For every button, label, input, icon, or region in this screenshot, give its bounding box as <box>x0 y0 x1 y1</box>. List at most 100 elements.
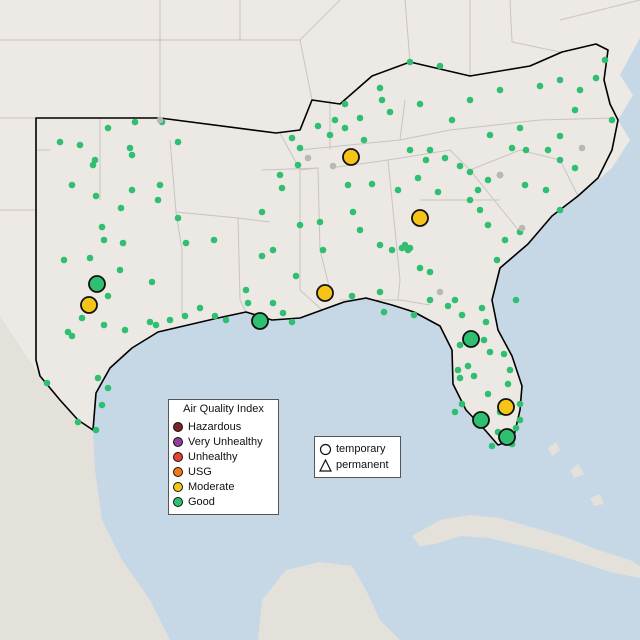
monitor-dot-good[interactable] <box>464 362 472 370</box>
monitor-dot-good[interactable] <box>380 308 388 316</box>
monitor-dot-good[interactable] <box>516 416 524 424</box>
monitor-dot-good[interactable] <box>448 116 456 124</box>
monitor-dot-good[interactable] <box>378 96 386 104</box>
monitor-dot-good[interactable] <box>608 116 616 124</box>
monitor-dot-good[interactable] <box>341 124 349 132</box>
monitor-dot-good[interactable] <box>376 84 384 92</box>
monitor-dot-good[interactable] <box>576 86 584 94</box>
monitor-dot-good[interactable] <box>556 206 564 214</box>
monitor-dot-good[interactable] <box>436 62 444 70</box>
monitor-dot-good[interactable] <box>486 131 494 139</box>
monitor-dot-good[interactable] <box>43 379 51 387</box>
monitor-dot-good[interactable] <box>100 321 108 329</box>
monitor-dot-good[interactable] <box>504 380 512 388</box>
monitor-dot-good[interactable] <box>416 264 424 272</box>
monitor-dot-good[interactable] <box>404 246 412 254</box>
monitor-dot-good[interactable] <box>398 244 406 252</box>
monitor-dot-good[interactable] <box>174 138 182 146</box>
monitor-dot-good[interactable] <box>542 186 550 194</box>
monitor-dot-good[interactable] <box>269 246 277 254</box>
monitor-dot-good[interactable] <box>536 82 544 90</box>
monitor-dot-good[interactable] <box>493 256 501 264</box>
monitor-dot-no-data[interactable] <box>156 116 164 124</box>
monitor-dot-good[interactable] <box>91 156 99 164</box>
monitor-dot-good[interactable] <box>458 400 466 408</box>
monitor-dot-good[interactable] <box>474 186 482 194</box>
monitor-dot-good[interactable] <box>121 326 129 334</box>
monitor-dot-good[interactable] <box>512 296 520 304</box>
monitor-dot-no-data[interactable] <box>436 288 444 296</box>
monitor-dot-good[interactable] <box>386 108 394 116</box>
monitor-marker-good[interactable] <box>251 312 269 330</box>
monitor-dot-good[interactable] <box>416 100 424 108</box>
monitor-dot-good[interactable] <box>258 252 266 260</box>
monitor-dot-good[interactable] <box>556 156 564 164</box>
monitor-dot-good[interactable] <box>484 176 492 184</box>
monitor-dot-good[interactable] <box>480 336 488 344</box>
monitor-dot-good[interactable] <box>376 288 384 296</box>
monitor-dot-good[interactable] <box>486 348 494 356</box>
monitor-dot-good[interactable] <box>56 138 64 146</box>
monitor-dot-good[interactable] <box>456 341 464 349</box>
monitor-dot-good[interactable] <box>182 239 190 247</box>
monitor-marker-good[interactable] <box>472 411 490 429</box>
monitor-dot-good[interactable] <box>356 114 364 122</box>
monitor-dot-good[interactable] <box>152 321 160 329</box>
monitor-dot-good[interactable] <box>314 122 322 130</box>
monitor-dot-good[interactable] <box>482 318 490 326</box>
monitor-dot-good[interactable] <box>222 316 230 324</box>
monitor-dot-good[interactable] <box>211 312 219 320</box>
monitor-dot-good[interactable] <box>341 100 349 108</box>
monitor-dot-good[interactable] <box>210 236 218 244</box>
monitor-dot-good[interactable] <box>104 292 112 300</box>
monitor-dot-no-data[interactable] <box>329 162 337 170</box>
monitor-dot-good[interactable] <box>466 168 474 176</box>
monitor-dot-good[interactable] <box>128 186 136 194</box>
monitor-dot-good[interactable] <box>244 299 252 307</box>
monitor-dot-good[interactable] <box>414 174 422 182</box>
monitor-dot-good[interactable] <box>278 184 286 192</box>
monitor-dot-good[interactable] <box>466 196 474 204</box>
monitor-dot-good[interactable] <box>470 372 478 380</box>
monitor-dot-good[interactable] <box>456 374 464 382</box>
monitor-dot-good[interactable] <box>451 296 459 304</box>
monitor-dot-good[interactable] <box>104 124 112 132</box>
monitor-dot-good[interactable] <box>119 239 127 247</box>
monitor-dot-good[interactable] <box>476 206 484 214</box>
monitor-marker-moderate[interactable] <box>342 148 360 166</box>
monitor-dot-good[interactable] <box>319 246 327 254</box>
monitor-dot-good[interactable] <box>78 314 86 322</box>
monitor-dot-good[interactable] <box>131 118 139 126</box>
monitor-dot-good[interactable] <box>349 208 357 216</box>
monitor-dot-good[interactable] <box>454 366 462 374</box>
monitor-dot-good[interactable] <box>344 181 352 189</box>
monitor-dot-good[interactable] <box>571 164 579 172</box>
monitor-dot-good[interactable] <box>86 254 94 262</box>
monitor-marker-good[interactable] <box>498 428 516 446</box>
monitor-dot-good[interactable] <box>376 241 384 249</box>
monitor-dot-no-data[interactable] <box>304 154 312 162</box>
monitor-marker-moderate[interactable] <box>80 296 98 314</box>
monitor-dot-good[interactable] <box>60 256 68 264</box>
monitor-dot-no-data[interactable] <box>518 224 526 232</box>
monitor-dot-good[interactable] <box>592 74 600 82</box>
monitor-dot-good[interactable] <box>394 186 402 194</box>
monitor-dot-good[interactable] <box>74 418 82 426</box>
monitor-dot-good[interactable] <box>296 221 304 229</box>
monitor-dot-no-data[interactable] <box>578 144 586 152</box>
monitor-dot-good[interactable] <box>146 318 154 326</box>
monitor-dot-good[interactable] <box>360 136 368 144</box>
monitor-dot-good[interactable] <box>458 311 466 319</box>
monitor-dot-good[interactable] <box>94 374 102 382</box>
monitor-dot-good[interactable] <box>422 156 430 164</box>
monitor-dot-good[interactable] <box>426 296 434 304</box>
monitor-dot-good[interactable] <box>117 204 125 212</box>
monitor-dot-good[interactable] <box>242 286 250 294</box>
monitor-marker-moderate[interactable] <box>411 209 429 227</box>
monitor-dot-good[interactable] <box>466 96 474 104</box>
monitor-dot-good[interactable] <box>166 316 174 324</box>
monitor-dot-good[interactable] <box>116 266 124 274</box>
monitor-dot-good[interactable] <box>478 304 486 312</box>
monitor-dot-good[interactable] <box>296 144 304 152</box>
